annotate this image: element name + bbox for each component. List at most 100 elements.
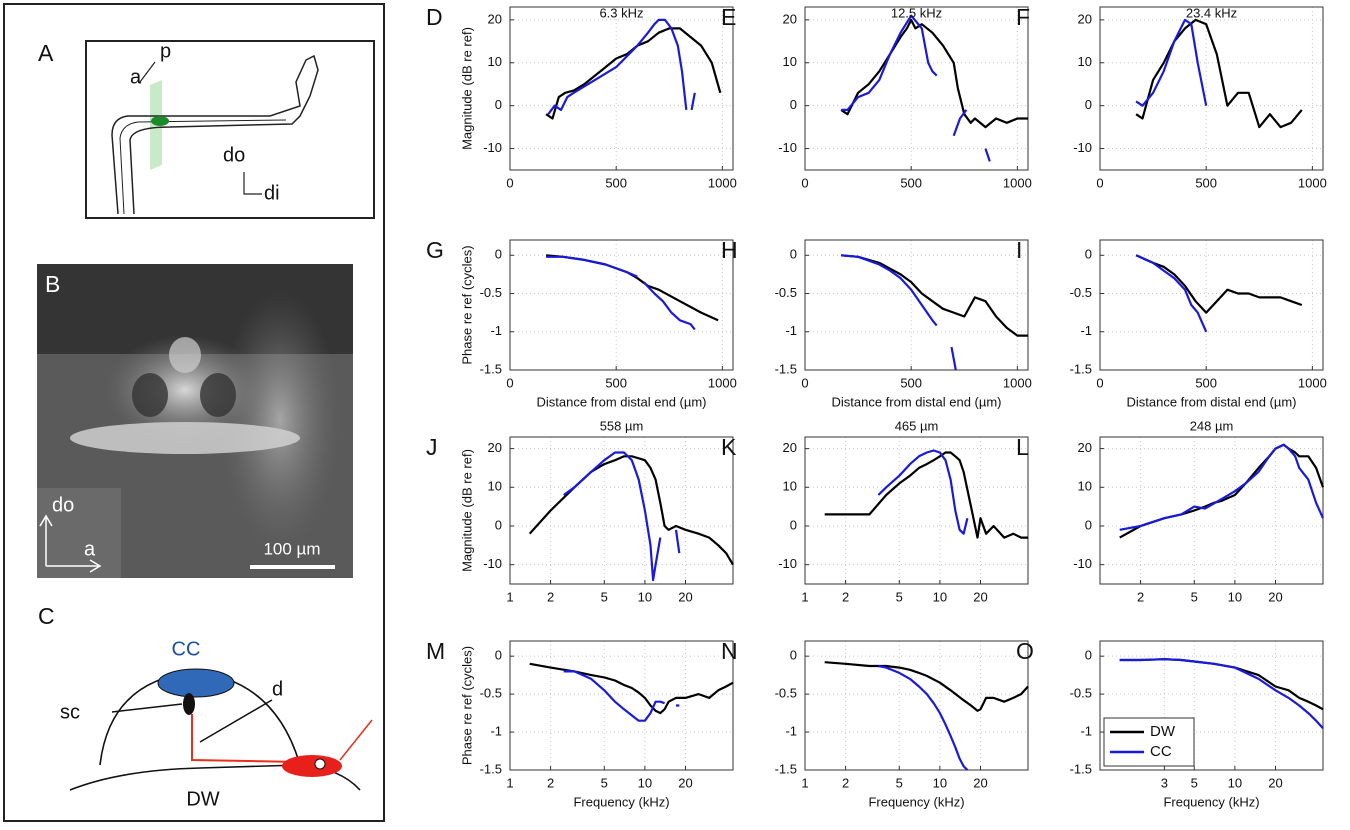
y-tick-label: -10 bbox=[778, 556, 797, 571]
y-tick-label: -10 bbox=[483, 140, 502, 155]
chart-title: 23.4 kHz bbox=[1186, 5, 1237, 20]
panel-label: E bbox=[721, 4, 736, 30]
leg-inner bbox=[119, 119, 287, 215]
panel-label: M bbox=[426, 638, 445, 664]
x-tick-label: 5 bbox=[601, 589, 608, 604]
axon bbox=[339, 719, 373, 761]
x-tick-label: 1 bbox=[506, 589, 513, 604]
axes-frame bbox=[804, 6, 1029, 171]
x-tick-label: 5 bbox=[1191, 775, 1198, 790]
axes-frame bbox=[804, 239, 1029, 371]
y-tick-label: 20 bbox=[783, 11, 797, 26]
label-a: a bbox=[84, 538, 96, 560]
axes-arrows bbox=[39, 514, 102, 573]
oct-band bbox=[70, 422, 300, 454]
plot-area bbox=[510, 7, 733, 170]
x-axis-label: Frequency (kHz) bbox=[868, 794, 964, 809]
x-tick-label: 10 bbox=[933, 589, 947, 604]
x-axis-label: Distance from distal end (µm) bbox=[536, 394, 706, 409]
axes-arrows bbox=[243, 172, 262, 195]
panel-label: L bbox=[1016, 434, 1029, 460]
x-tick-label: 1000 bbox=[1298, 375, 1327, 390]
x-tick-label: 1 bbox=[506, 775, 513, 790]
plot-area bbox=[1100, 437, 1323, 584]
x-tick-label: 1 bbox=[801, 589, 808, 604]
panel-label: F bbox=[1016, 4, 1030, 30]
plot-area bbox=[805, 7, 1028, 170]
x-tick-label: 20 bbox=[678, 775, 692, 790]
series-line bbox=[840, 18, 1028, 129]
y-tick-label: 0 bbox=[1085, 517, 1092, 532]
y-tick-label: -1.5 bbox=[480, 761, 502, 776]
x-tick-label: 20 bbox=[973, 775, 987, 790]
panel-border bbox=[3, 3, 385, 822]
label-a: a bbox=[130, 66, 142, 88]
y-tick-label: -0.5 bbox=[775, 285, 797, 300]
x-tick-label: 500 bbox=[605, 375, 627, 390]
series-line bbox=[877, 449, 969, 535]
chart-title: 558 µm bbox=[600, 418, 644, 433]
y-tick-label: -0.5 bbox=[1070, 285, 1092, 300]
series-line bbox=[841, 254, 1028, 337]
y-tick-label: 0 bbox=[1085, 247, 1092, 262]
plot-area bbox=[805, 240, 1028, 370]
plot-area bbox=[805, 641, 1028, 770]
x-tick-label: 500 bbox=[1195, 375, 1217, 390]
series-line bbox=[824, 661, 1029, 712]
label-dw: DW bbox=[186, 788, 219, 810]
axis-arrow bbox=[139, 61, 156, 83]
dendrite bbox=[191, 714, 301, 763]
x-tick-label: 10 bbox=[638, 775, 652, 790]
axes-frame bbox=[509, 436, 734, 585]
inset bbox=[37, 488, 121, 578]
x-tick-label: 2 bbox=[547, 589, 554, 604]
panel-label: G bbox=[426, 237, 444, 263]
scale-bar-label: 100 µm bbox=[263, 539, 320, 558]
x-tick-label: 1000 bbox=[1003, 175, 1032, 190]
x-tick-label: 2 bbox=[547, 775, 554, 790]
x-tick-label: 10 bbox=[638, 589, 652, 604]
y-tick-label: -1 bbox=[1080, 723, 1092, 738]
x-tick-label: 500 bbox=[900, 375, 922, 390]
x-tick-label: 1 bbox=[801, 775, 808, 790]
y-axis-label: Magnitude (dB re ref) bbox=[459, 27, 474, 150]
y-tick-label: -1.5 bbox=[1070, 761, 1092, 776]
pointer bbox=[199, 699, 273, 743]
y-tick-label: -1.5 bbox=[480, 361, 502, 376]
y-axis-label: Phase re ref (cycles) bbox=[459, 245, 474, 364]
y-tick-label: -0.5 bbox=[775, 686, 797, 701]
y-tick-label: -1.5 bbox=[775, 761, 797, 776]
plot-area bbox=[805, 437, 1028, 584]
y-tick-label: 0 bbox=[790, 648, 797, 663]
plot-area bbox=[510, 641, 733, 770]
y-tick-label: -1 bbox=[490, 723, 502, 738]
oct-tissue bbox=[220, 290, 340, 550]
x-tick-label: 20 bbox=[1268, 589, 1282, 604]
label-do: do bbox=[52, 494, 74, 516]
x-tick-label: 0 bbox=[801, 175, 808, 190]
schematic-box bbox=[85, 40, 375, 219]
x-tick-label: 5 bbox=[601, 775, 608, 790]
x-tick-label: 2 bbox=[842, 775, 849, 790]
series-line bbox=[546, 255, 696, 331]
y-tick-label: 10 bbox=[488, 54, 502, 69]
x-tick-label: 0 bbox=[1096, 175, 1103, 190]
x-tick-label: 5 bbox=[896, 589, 903, 604]
y-tick-label: 10 bbox=[488, 479, 502, 494]
x-tick-label: 500 bbox=[900, 175, 922, 190]
y-tick-label: 20 bbox=[488, 440, 502, 455]
label-d: d bbox=[272, 678, 283, 700]
x-axis-label: Frequency (kHz) bbox=[573, 794, 669, 809]
y-tick-label: -1.5 bbox=[775, 361, 797, 376]
y-tick-label: 0 bbox=[1085, 97, 1092, 112]
y-tick-label: 0 bbox=[790, 517, 797, 532]
y-tick-label: 10 bbox=[1078, 54, 1092, 69]
legend-box bbox=[1103, 717, 1195, 767]
axes-frame bbox=[1099, 436, 1324, 585]
panel-label: H bbox=[721, 237, 738, 263]
panel-label: B bbox=[45, 271, 60, 297]
x-tick-label: 20 bbox=[678, 589, 692, 604]
nucleus bbox=[314, 758, 326, 770]
chart-title: 248 µm bbox=[1190, 418, 1234, 433]
